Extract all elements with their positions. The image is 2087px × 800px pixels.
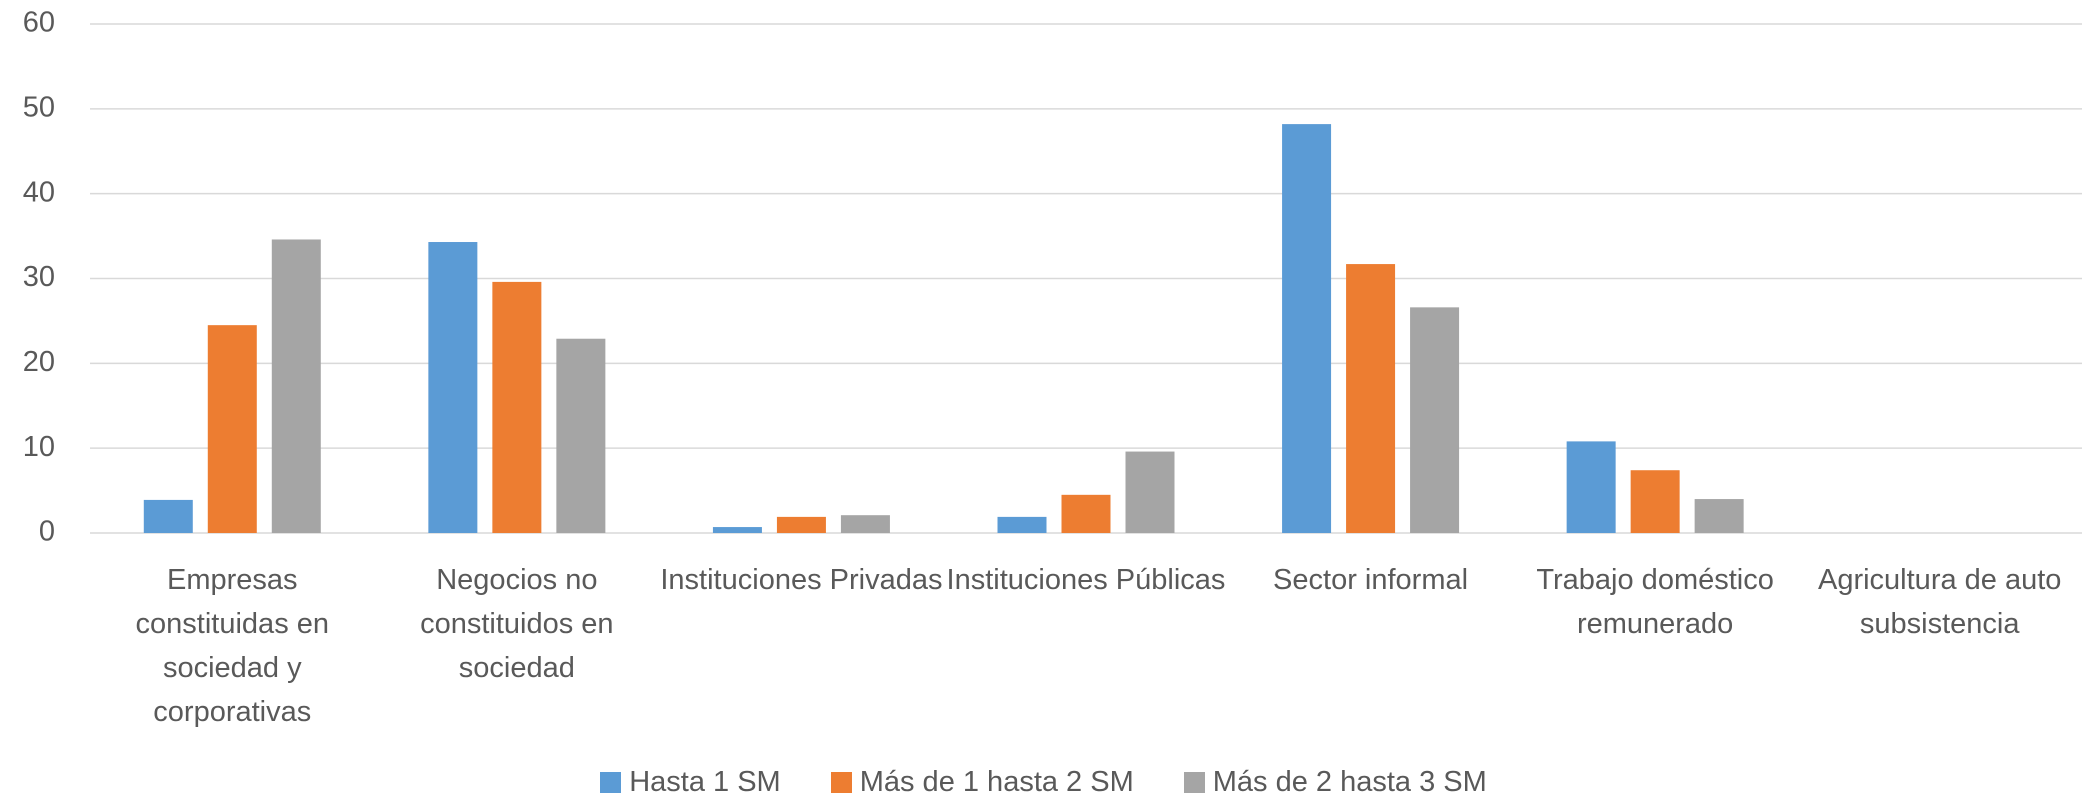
- x-tick-label: Trabajo doméstico remunerado: [1536, 564, 1774, 640]
- legend-item: Más de 2 hasta 3 SM: [1183, 766, 1487, 799]
- legend-label: Más de 2 hasta 3 SM: [1212, 766, 1487, 798]
- bar: [428, 242, 478, 533]
- bar: [712, 527, 762, 533]
- legend-swatch: [830, 772, 852, 793]
- bar: [1694, 499, 1744, 533]
- y-tick-label: 30: [23, 261, 55, 293]
- x-tick-label: Instituciones Públicas: [946, 564, 1226, 596]
- bar: [271, 239, 321, 533]
- bar: [840, 515, 890, 533]
- bar: [492, 281, 542, 533]
- y-tick-label: 60: [23, 7, 55, 39]
- x-tick-label: Sector informal: [1273, 564, 1469, 596]
- legend-swatch: [1183, 772, 1205, 793]
- x-tick-label: Agricultura de auto subsistencia: [1817, 564, 2062, 640]
- legend-item: Más de 1 hasta 2 SM: [830, 766, 1134, 799]
- bar: [556, 338, 606, 533]
- bar: [1125, 451, 1175, 533]
- legend-label: Más de 1 hasta 2 SM: [859, 766, 1134, 798]
- y-tick-label: 40: [23, 176, 55, 208]
- bar: [1410, 307, 1460, 533]
- legend-label: Hasta 1 SM: [629, 766, 781, 798]
- y-tick-label: 10: [23, 431, 55, 463]
- legend-swatch: [600, 772, 622, 793]
- y-tick-label: 0: [39, 516, 55, 548]
- y-tick-label: 20: [23, 346, 55, 378]
- x-tick-label: Instituciones Privadas: [660, 564, 943, 596]
- bar: [1346, 264, 1396, 533]
- bar: [1566, 441, 1616, 533]
- bar: [776, 516, 826, 533]
- x-tick-label: Empresas constituidas en sociedad y corp…: [135, 564, 330, 728]
- bar: [1282, 124, 1332, 533]
- bar: [1630, 470, 1680, 533]
- legend: Hasta 1 SM Más de 1 hasta 2 SM Más de 2 ha…: [0, 766, 2087, 799]
- bar: [1061, 494, 1111, 533]
- bar: [997, 516, 1047, 533]
- bar: [143, 499, 193, 533]
- x-tick-label: Negocios no constituidos en sociedad: [420, 564, 614, 684]
- legend-item: Hasta 1 SM: [600, 766, 781, 799]
- y-tick-label: 50: [23, 91, 55, 123]
- bar: [207, 325, 257, 533]
